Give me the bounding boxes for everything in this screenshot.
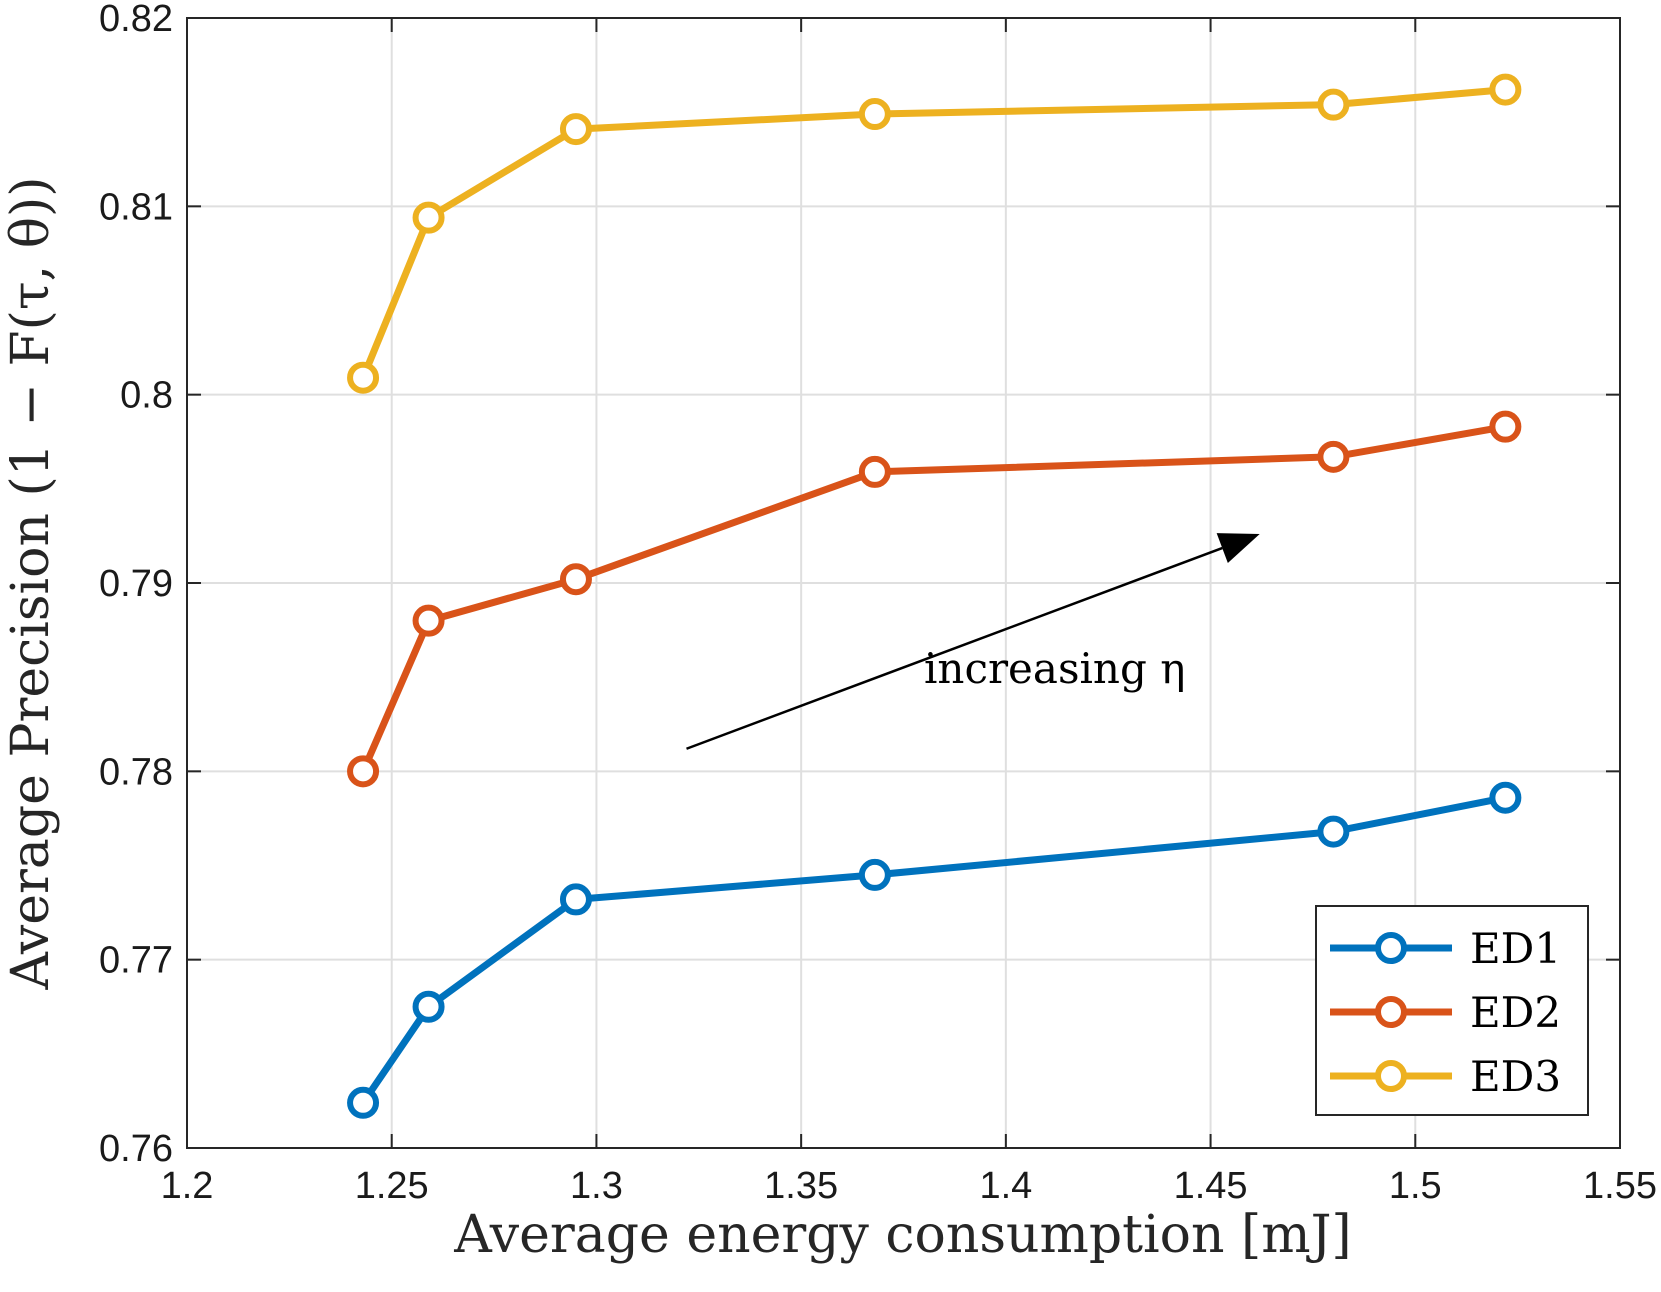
ed2-line (359, 423, 1507, 773)
y-tick-label: 0.82 (99, 0, 173, 40)
y-tick-label: 0.8 (120, 375, 173, 417)
ed1-point (559, 883, 592, 916)
legend: ED1 ED2 ED3 (1315, 905, 1589, 1116)
series-lines (347, 73, 1522, 1119)
ed2-point (347, 755, 380, 788)
legend-label-ed2: ED2 (1470, 988, 1561, 1037)
x-tick-label: 1.2 (161, 1165, 214, 1207)
x-tick-label: 1.5 (1389, 1165, 1442, 1207)
ed3-point (412, 201, 445, 234)
x-tick-labels: 1.2 1.25 1.3 1.35 1.4 1.45 1.5 1.55 (161, 1165, 1657, 1207)
ed2-point (412, 604, 445, 637)
ed3-point (347, 361, 380, 394)
annotation-arrow-head (1216, 533, 1260, 564)
ed1-point (347, 1086, 380, 1119)
x-tick-label: 1.55 (1583, 1165, 1657, 1207)
y-axis-title: Average Precision (1 − F(τ, θ)) (1, 176, 61, 990)
ed1-point (412, 990, 445, 1023)
x-tick-label: 1.4 (979, 1165, 1032, 1207)
ed3-point (1317, 88, 1350, 121)
y-tick-label: 0.76 (99, 1128, 173, 1170)
ed3-point (559, 113, 592, 146)
increasing-eta-annotation: increasing η (686, 533, 1260, 750)
y-tick-labels: 0.76 0.77 0.78 0.79 0.8 0.81 0.82 (99, 0, 173, 1170)
ed2-point (858, 455, 891, 488)
ed3-point (858, 98, 891, 131)
y-tick-label: 0.79 (99, 563, 173, 605)
grid-lines (187, 18, 1620, 1148)
axis-ticks (186, 17, 1621, 1149)
x-axis-title: Average energy consumption [mJ] (453, 1205, 1351, 1265)
ed1-point (858, 858, 891, 891)
legend-marker-ed2 (1375, 996, 1407, 1028)
legend-marker-ed1 (1375, 932, 1407, 964)
x-tick-label: 1.25 (355, 1165, 429, 1207)
legend-marker-ed3 (1375, 1060, 1407, 1092)
ed1-line (360, 794, 1507, 1105)
y-tick-label: 0.78 (99, 751, 173, 793)
annotation-label: increasing η (924, 644, 1185, 693)
ed1-point (1317, 815, 1350, 848)
ed1-point (1489, 781, 1522, 814)
x-tick-label: 1.35 (764, 1165, 838, 1207)
x-tick-label: 1.3 (570, 1165, 623, 1207)
series-ed2 (347, 410, 1522, 788)
ed2-point (559, 563, 592, 596)
ed3-line (359, 86, 1506, 380)
ed2-point (1489, 410, 1522, 443)
annotation-arrow-line (686, 546, 1223, 750)
ed2-point (1317, 440, 1350, 473)
series-ed3 (347, 73, 1522, 394)
series-ed1 (347, 781, 1522, 1119)
ed3-point (1489, 73, 1522, 106)
x-tick-label: 1.45 (1174, 1165, 1248, 1207)
y-tick-label: 0.81 (99, 186, 173, 228)
y-tick-label: 0.77 (99, 940, 173, 982)
legend-label-ed1: ED1 (1470, 924, 1561, 973)
legend-label-ed3: ED3 (1470, 1052, 1561, 1101)
